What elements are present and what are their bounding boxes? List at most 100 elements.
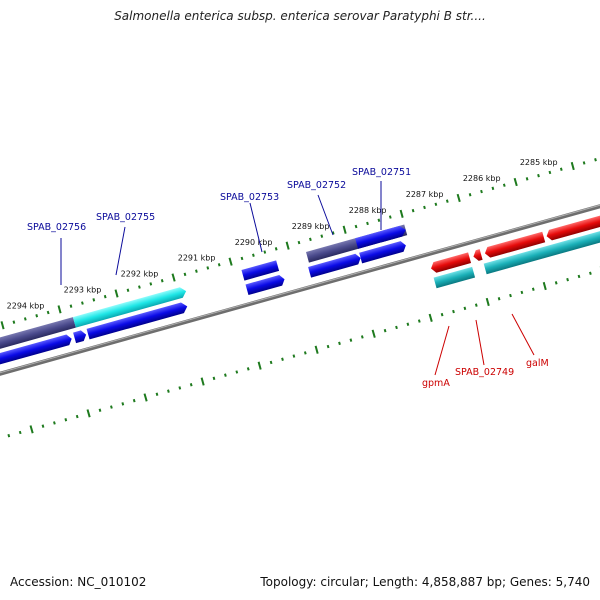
- reverse-gene-arrow[interactable]: [483, 231, 546, 259]
- minor-tick: [240, 256, 244, 261]
- minor-tick: [41, 424, 45, 428]
- minor-tick: [589, 271, 592, 275]
- kbp-label: 2288 kbp: [349, 206, 387, 215]
- kbp-label: 2289 kbp: [292, 222, 330, 231]
- minor-tick: [274, 247, 278, 251]
- major-tick: [428, 313, 433, 322]
- forward-gene-row: [0, 240, 407, 371]
- forward-gene-arrow[interactable]: [0, 333, 73, 371]
- minor-tick: [224, 373, 227, 377]
- inner-tick-ruler: [7, 266, 600, 438]
- forward-gene-arrow[interactable]: [241, 260, 280, 281]
- kbp-label: 2293 kbp: [64, 286, 102, 295]
- reverse-cds-row: [433, 221, 600, 289]
- minor-tick: [531, 287, 535, 291]
- minor-tick: [474, 303, 478, 307]
- minor-tick: [360, 335, 364, 339]
- forward-gene-arrow[interactable]: [86, 301, 189, 340]
- minor-tick: [81, 301, 84, 305]
- minor-tick: [23, 317, 27, 321]
- kbp-label: 2290 kbp: [235, 238, 273, 247]
- reverse-gene-arrow[interactable]: [430, 252, 472, 273]
- major-tick: [114, 289, 119, 298]
- major-tick: [513, 177, 518, 187]
- minor-tick: [269, 360, 273, 365]
- minor-tick: [92, 298, 96, 302]
- gene-label-spab-02753[interactable]: SPAB_02753: [220, 192, 279, 203]
- gene-label-galm[interactable]: galM: [526, 358, 549, 369]
- major-tick: [200, 377, 205, 386]
- minor-tick: [178, 386, 182, 390]
- forward-cds-cyan-block[interactable]: [72, 286, 188, 328]
- minor-tick: [349, 338, 353, 342]
- minor-tick: [423, 205, 426, 210]
- forward-gene-arrow[interactable]: [73, 329, 88, 344]
- reverse-gene-row: [430, 213, 600, 273]
- minor-tick: [98, 408, 102, 412]
- gene-label-gpma[interactable]: gpmA: [422, 378, 450, 389]
- forward-gene-arrow[interactable]: [245, 274, 287, 296]
- minor-tick: [103, 294, 107, 299]
- major-tick: [485, 297, 490, 307]
- minor-tick: [594, 158, 597, 162]
- minor-tick: [126, 288, 130, 292]
- topology-summary: Topology: circular; Length: 4,858,887 bp…: [260, 575, 590, 589]
- minor-tick: [338, 341, 341, 346]
- minor-tick: [577, 274, 581, 279]
- reverse-cds-block[interactable]: [433, 266, 476, 289]
- minor-tick: [326, 344, 330, 349]
- gene-label-spab-02756[interactable]: SPAB_02756: [27, 222, 86, 233]
- minor-tick: [366, 221, 369, 226]
- forward-cds-blue-block[interactable]: [355, 225, 407, 249]
- gene-label-spab-02751[interactable]: SPAB_02751: [352, 167, 411, 178]
- major-tick: [86, 409, 91, 418]
- minor-tick: [559, 167, 563, 171]
- minor-tick: [263, 250, 267, 254]
- minor-tick: [217, 263, 221, 267]
- minor-tick: [480, 189, 483, 194]
- minor-tick: [212, 376, 216, 381]
- minor-tick: [7, 433, 11, 438]
- gene-label-spab-02752[interactable]: SPAB_02752: [287, 180, 346, 191]
- backbone-highlight: [0, 199, 600, 379]
- label-leaders: [60, 181, 535, 376]
- minor-tick: [520, 290, 524, 295]
- minor-tick: [183, 272, 187, 277]
- minor-tick: [206, 266, 210, 270]
- reverse-gene-arrow[interactable]: [472, 249, 483, 262]
- minor-tick: [320, 234, 324, 238]
- minor-tick: [537, 173, 540, 178]
- minor-tick: [132, 398, 136, 403]
- backbone-line: [0, 199, 600, 381]
- minor-tick: [69, 304, 73, 308]
- forward-cds-dark-block[interactable]: [0, 317, 76, 352]
- minor-tick: [445, 199, 449, 203]
- major-tick: [542, 281, 547, 291]
- reverse-cds-block[interactable]: [483, 221, 600, 275]
- minor-tick: [53, 421, 56, 425]
- minor-tick: [417, 319, 421, 323]
- minor-tick: [246, 367, 250, 371]
- minor-tick: [195, 269, 198, 273]
- minor-tick: [281, 357, 284, 361]
- map-title: Salmonella enterica subsp. enterica sero…: [114, 9, 486, 23]
- major-tick: [399, 209, 404, 218]
- major-tick: [456, 193, 461, 203]
- major-tick: [29, 425, 34, 434]
- minor-tick: [303, 351, 307, 355]
- gene-label-spab-02755[interactable]: SPAB_02755: [96, 212, 155, 223]
- forward-gene-arrow[interactable]: [308, 253, 362, 278]
- minor-tick: [468, 193, 472, 197]
- minor-tick: [388, 215, 392, 219]
- forward-gene-arrow[interactable]: [359, 240, 407, 264]
- minor-tick: [252, 253, 255, 257]
- gene-label-spab-02749[interactable]: SPAB_02749: [455, 367, 514, 378]
- minor-tick: [138, 285, 141, 289]
- reverse-gene-arrow[interactable]: [545, 213, 600, 241]
- kbp-label: 2285 kbp: [520, 158, 558, 167]
- kbp-label: 2287 kbp: [406, 190, 444, 199]
- minor-tick: [297, 240, 301, 245]
- minor-tick: [434, 202, 438, 206]
- minor-tick: [331, 231, 335, 235]
